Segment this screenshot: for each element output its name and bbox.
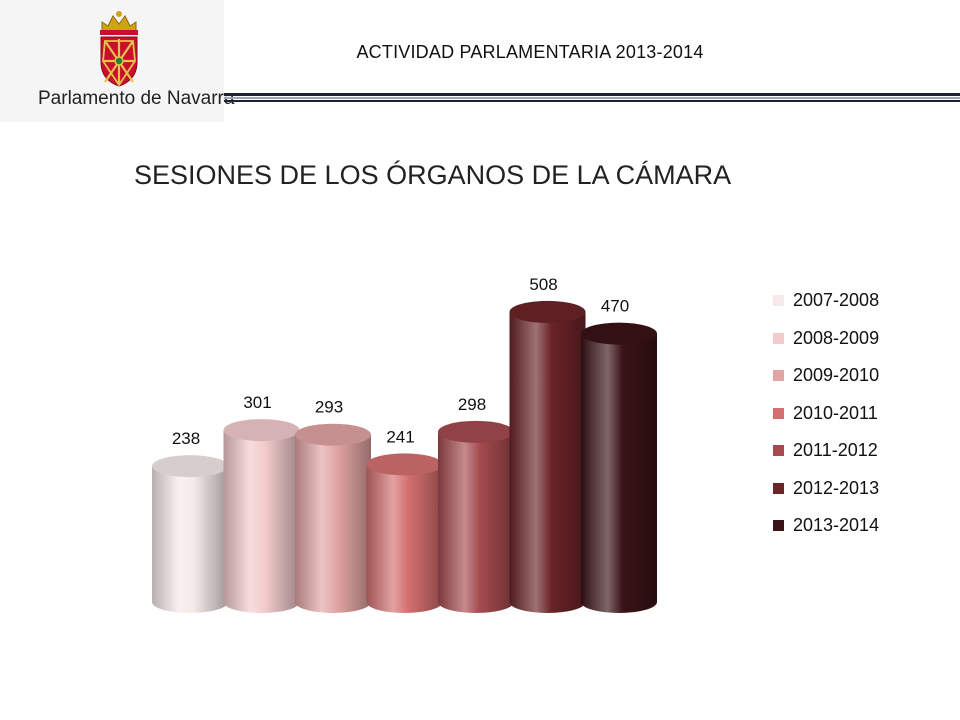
- data-label: 470: [601, 297, 629, 316]
- chart-title: SESIONES DE LOS ÓRGANOS DE LA CÁMARA: [134, 160, 732, 190]
- bar-top: [438, 420, 514, 443]
- legend-item: 2012-2013: [773, 470, 943, 508]
- bar-2011-2012: [438, 420, 514, 613]
- bar-top: [223, 419, 300, 442]
- legend-swatch: [773, 445, 784, 457]
- data-label: 301: [243, 393, 271, 412]
- bar-top: [152, 455, 228, 478]
- bar-body: [223, 430, 300, 614]
- header-rule: [224, 93, 960, 103]
- data-label: 508: [529, 275, 557, 294]
- legend-label: 2013-2014: [793, 515, 880, 536]
- bar-2013-2014: [581, 322, 657, 613]
- bar-body: [581, 333, 657, 613]
- legend-label: 2008-2009: [793, 327, 880, 348]
- bar-body: [438, 431, 514, 613]
- legend-item: 2009-2010: [773, 357, 943, 395]
- bar-2009-2010: [295, 423, 371, 613]
- bar-body: [152, 466, 228, 613]
- legend-item: 2013-2014: [773, 507, 943, 545]
- data-label: 293: [315, 398, 343, 417]
- legend-label: 2011-2012: [793, 440, 878, 461]
- bar-top: [581, 322, 657, 345]
- legend-swatch: [773, 407, 784, 419]
- bar-top: [295, 423, 371, 446]
- legend-swatch: [773, 332, 784, 344]
- legend-swatch: [773, 482, 784, 494]
- bar-2007-2008: [152, 455, 228, 613]
- bar-body: [295, 434, 371, 613]
- logo-text: Parlamento de Navarra: [38, 88, 235, 109]
- legend-label: 2010-2011: [793, 402, 878, 423]
- bar-2008-2009: [223, 419, 300, 614]
- legend-swatch: [773, 520, 784, 532]
- bar-body: [509, 311, 586, 614]
- legend-label: 2007-2008: [793, 290, 880, 311]
- legend-swatch: [773, 370, 784, 382]
- data-label: 241: [386, 427, 414, 446]
- navarra-coat-of-arms-icon: [100, 11, 138, 87]
- legend-label: 2012-2013: [793, 477, 880, 498]
- legend-item: 2007-2008: [773, 282, 943, 320]
- data-label: 238: [172, 429, 200, 448]
- bar-body: [366, 464, 443, 614]
- bar-2012-2013: [509, 300, 586, 614]
- chart-legend: 2007-2008 2008-2009 2009-2010 2010-2011 2011…: [773, 282, 943, 545]
- legend-label: 2009-2010: [793, 365, 880, 386]
- bar-2010-2011: [366, 453, 443, 614]
- page-header-title: ACTIVIDAD PARLAMENTARIA 2013-2014: [356, 42, 704, 62]
- logo: Parlamento de Navarra: [0, 0, 234, 122]
- legend-item: 2008-2009: [773, 320, 943, 358]
- legend-item: 2011-2012: [773, 432, 943, 470]
- bar-top: [366, 453, 443, 476]
- data-label: 298: [458, 395, 486, 414]
- legend-swatch: [773, 295, 784, 307]
- legend-item: 2010-2011: [773, 395, 943, 433]
- bar-top: [509, 300, 586, 323]
